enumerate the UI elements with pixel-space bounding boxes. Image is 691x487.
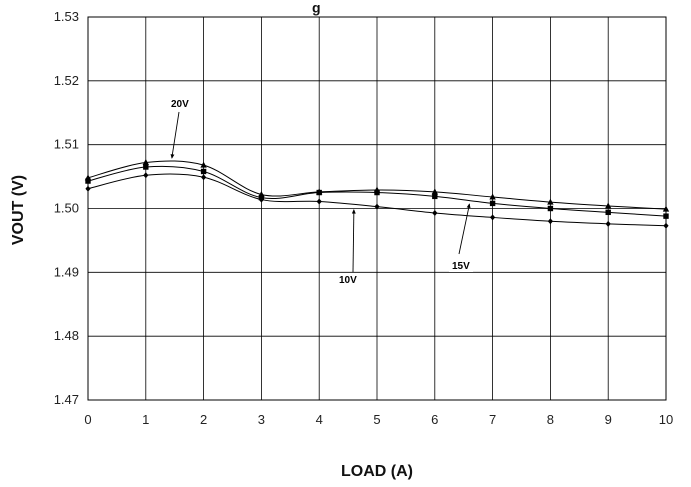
x-axis-title: LOAD (A) [341,463,413,480]
data-point [432,209,438,216]
y-tick-label: 1.49 [54,264,79,279]
y-tick-label: 1.51 [54,137,79,152]
annotation-arrowhead [170,154,175,159]
x-tick-label: 7 [489,412,496,427]
data-point [547,218,553,225]
data-point [200,161,207,168]
y-axis-title: VOUT (V) [10,175,27,245]
data-point [605,209,611,216]
series-markers [84,159,670,229]
x-tick-labels: 0 1 2 3 4 5 6 7 8 9 10 [84,412,673,427]
data-point [547,205,554,212]
x-tick-label: 2 [200,412,207,427]
annotation-leader [171,111,180,158]
annotation-arrowhead [351,208,356,214]
x-tick-label: 8 [547,412,554,427]
data-point [663,213,669,219]
x-tick-label: 3 [258,412,265,427]
data-point [316,198,322,205]
y-tick-label: 1.47 [54,392,79,407]
data-point [85,178,91,184]
data-point [143,164,149,170]
annotation-bg [449,259,473,272]
x-tick-label: 1 [142,412,149,427]
annotation-bg [336,273,360,286]
annotation-label: 15V [452,261,470,272]
data-point [432,193,438,200]
data-point [201,174,207,181]
data-point [662,205,670,212]
x-tick-label: 10 [659,412,673,427]
chart-title: g [312,0,321,15]
data-point [258,196,264,203]
data-point [200,168,207,175]
data-point [605,202,612,209]
data-point [489,193,496,200]
x-tick-label: 9 [605,412,612,427]
data-point [605,220,611,227]
data-point [663,222,669,229]
data-point [316,189,322,196]
annotation-arrowhead [466,203,471,209]
x-tick-label: 6 [431,412,438,427]
annotation-label: 20V [171,99,189,110]
annotations: 20V 10V 15V [168,97,473,286]
x-tick-label: 4 [316,412,323,427]
data-point [143,172,149,179]
y-tick-label: 1.48 [54,328,79,343]
y-tick-label: 1.50 [54,201,79,216]
annotation-bg [168,97,192,110]
y-tick-label: 1.52 [54,73,79,88]
data-point [547,198,554,205]
y-tick-label: 1.53 [54,9,79,24]
x-tick-label: 0 [84,412,91,427]
data-point [85,185,91,192]
data-point [490,214,496,221]
data-point [374,203,380,210]
data-point [489,200,496,207]
data-point [431,188,438,195]
x-tick-label: 5 [373,412,380,427]
annotation-label: 10V [339,275,357,286]
data-point [142,159,149,166]
data-point [374,189,380,196]
annotation-leader [458,204,470,255]
y-tick-labels: 1.47 1.48 1.49 1.50 1.51 1.52 1.53 [54,9,79,407]
annotation-leader [352,209,355,273]
